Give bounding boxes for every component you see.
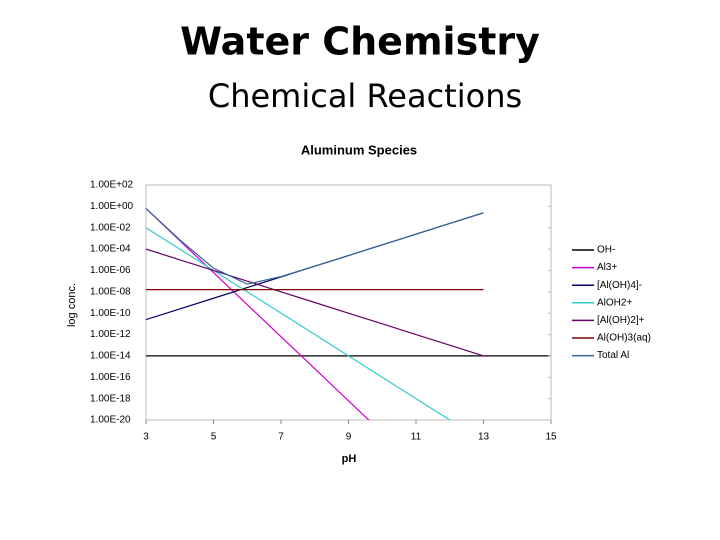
series-line — [146, 207, 484, 285]
y-tick-label: 1.00E-14 — [90, 351, 131, 362]
y-axis-label: log conc. — [66, 283, 78, 327]
slide-title: Water Chemistry — [180, 20, 540, 64]
legend-label: OH- — [597, 245, 615, 256]
x-tick-label: 15 — [545, 432, 557, 443]
y-tick-label: 1.00E+00 — [90, 201, 134, 212]
y-tick-label: 1.00E-08 — [90, 286, 131, 297]
legend-label: Al3+ — [597, 262, 617, 273]
legend-label: Al(OH)3(aq) — [597, 333, 651, 344]
legend-label: Total Al — [597, 350, 629, 361]
y-tick-label: 1.00E-20 — [90, 415, 131, 426]
x-tick-label: 3 — [143, 432, 149, 443]
y-tick-label: 1.00E-04 — [90, 244, 131, 255]
plot-lines — [146, 207, 551, 420]
legend-label: [Al(OH)2]+ — [597, 315, 645, 326]
y-tick-label: 1.00E-02 — [90, 222, 131, 233]
y-tick-label: 1.00E+02 — [90, 180, 134, 191]
x-axis-label: pH — [342, 453, 357, 465]
legend-label: AlOH2+ — [597, 297, 632, 308]
legend-label: [Al(OH)4]- — [597, 280, 642, 291]
series-line — [146, 248, 484, 357]
y-tick-label: 1.00E-12 — [90, 329, 131, 340]
y-tick-label: 1.00E-18 — [90, 393, 131, 404]
x-tick-label: 11 — [411, 432, 422, 443]
series-line — [146, 208, 370, 420]
chart-title: Aluminum Species — [301, 142, 417, 157]
y-tick-label: 1.00E-10 — [90, 308, 131, 319]
y-tick-label: 1.00E-06 — [90, 265, 131, 276]
x-tick-label: 9 — [346, 432, 352, 443]
series-line — [146, 227, 451, 420]
slide-subtitle: Chemical Reactions — [208, 77, 522, 115]
x-tick-label: 7 — [278, 432, 284, 443]
x-tick-label: 13 — [478, 432, 490, 443]
x-tick-label: 5 — [211, 432, 217, 443]
y-tick-label: 1.00E-16 — [90, 372, 131, 383]
plot-area — [145, 184, 552, 421]
